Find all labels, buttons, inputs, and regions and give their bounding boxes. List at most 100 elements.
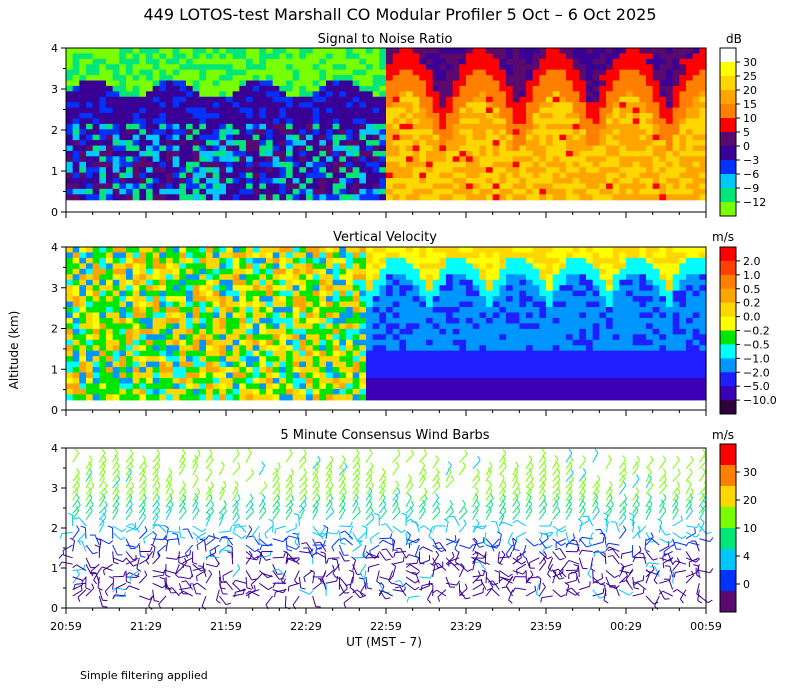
velocity-cell: [299, 361, 307, 368]
velocity-cell: [106, 290, 114, 297]
snr-cell: [132, 129, 140, 136]
snr-cell: [299, 113, 307, 120]
velocity-cell: [492, 312, 500, 319]
snr-cell: [139, 172, 147, 179]
velocity-cell: [572, 312, 580, 319]
snr-cell: [566, 58, 574, 65]
velocity-cell: [519, 323, 527, 330]
snr-cell: [132, 140, 140, 147]
snr-cell: [299, 48, 307, 55]
snr-cell: [299, 107, 307, 114]
velocity-cell: [479, 394, 487, 401]
velocity-cell: [519, 372, 527, 379]
snr-cell: [219, 58, 227, 65]
snr-cell: [426, 102, 434, 109]
snr-cell: [699, 161, 707, 168]
snr-cell: [206, 183, 214, 190]
velocity-cell: [592, 257, 600, 264]
velocity-cell: [372, 247, 380, 254]
snr-cell: [286, 118, 294, 125]
snr-cell: [459, 129, 467, 136]
velocity-cell: [486, 372, 494, 379]
snr-cell: [119, 145, 127, 152]
snr-cell: [659, 129, 667, 136]
snr-cell: [66, 102, 74, 109]
snr-cell: [439, 107, 447, 114]
velocity-cell: [539, 383, 547, 390]
snr-cell: [566, 161, 574, 168]
velocity-cell: [106, 356, 114, 363]
velocity-cell: [272, 279, 280, 286]
snr-cell: [106, 140, 114, 147]
snr-cell: [559, 183, 567, 190]
velocity-cell: [546, 334, 554, 341]
snr-cell: [292, 167, 300, 174]
velocity-cell: [532, 367, 540, 374]
velocity-cell: [392, 372, 400, 379]
snr-cell: [339, 102, 347, 109]
velocity-cell: [79, 356, 87, 363]
velocity-cell: [459, 274, 467, 281]
snr-cell: [692, 156, 700, 163]
velocity-cell: [266, 252, 274, 259]
velocity-cell: [146, 372, 154, 379]
snr-cell: [679, 140, 687, 147]
velocity-cell: [132, 247, 140, 254]
snr-cell: [352, 188, 360, 195]
velocity-cell: [226, 350, 234, 357]
snr-cell: [292, 123, 300, 130]
snr-cell: [679, 69, 687, 76]
snr-cell: [686, 85, 694, 92]
velocity-cell: [572, 247, 580, 254]
snr-cell: [112, 53, 120, 60]
velocity-cell: [339, 268, 347, 275]
snr-cell: [366, 102, 374, 109]
snr-cell: [252, 107, 260, 114]
snr-cell: [386, 85, 394, 92]
snr-cell: [639, 129, 647, 136]
snr-cell: [339, 75, 347, 82]
snr-cell: [326, 145, 334, 152]
velocity-cell: [399, 268, 407, 275]
velocity-cell: [452, 334, 460, 341]
snr-cell: [372, 140, 380, 147]
snr-cell: [566, 156, 574, 163]
velocity-cell: [526, 307, 534, 314]
snr-cell: [472, 156, 480, 163]
snr-cell: [446, 172, 454, 179]
velocity-cell: [239, 274, 247, 281]
velocity-cell: [272, 367, 280, 374]
snr-cell: [212, 161, 220, 168]
velocity-cell: [412, 274, 420, 281]
snr-cell: [619, 53, 627, 60]
velocity-cell: [392, 301, 400, 308]
velocity-cell: [492, 290, 500, 297]
velocity-cell: [126, 339, 134, 346]
velocity-cell: [72, 345, 80, 352]
snr-cell: [66, 58, 74, 65]
snr-cell: [492, 102, 500, 109]
snr-cell: [352, 80, 360, 87]
snr-cell: [559, 85, 567, 92]
snr-cell: [86, 194, 94, 201]
velocity-cell: [112, 350, 120, 357]
snr-cell: [619, 48, 627, 55]
snr-cell: [266, 75, 274, 82]
velocity-cell: [512, 388, 520, 395]
snr-cell: [459, 178, 467, 185]
velocity-cell: [446, 339, 454, 346]
snr-cell: [319, 129, 327, 136]
snr-cell: [72, 188, 80, 195]
snr-cell: [86, 167, 94, 174]
snr-cell: [526, 194, 534, 201]
velocity-cell: [139, 285, 147, 292]
snr-cell: [392, 194, 400, 201]
snr-cell: [439, 48, 447, 55]
velocity-cell: [579, 383, 587, 390]
velocity-cell: [92, 257, 100, 264]
snr-cell: [66, 91, 74, 98]
velocity-cell: [99, 367, 107, 374]
velocity-cell: [372, 377, 380, 385]
velocity-cell: [559, 317, 567, 325]
velocity-cell: [399, 263, 407, 270]
